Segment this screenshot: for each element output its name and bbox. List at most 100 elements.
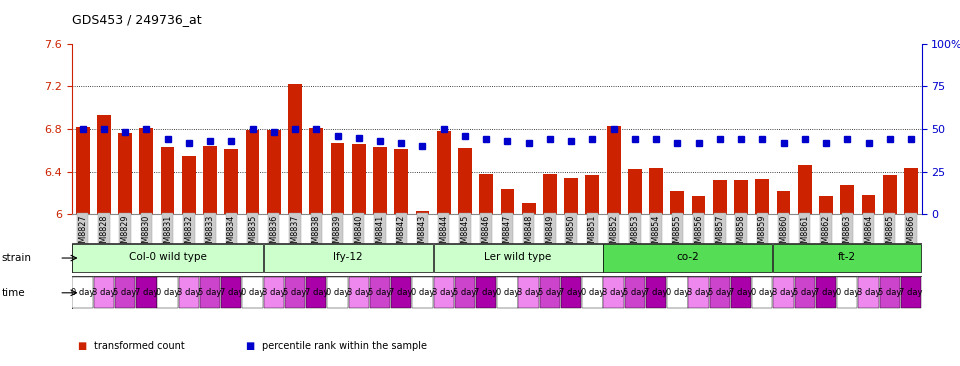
Bar [713,180,727,214]
Bar [136,277,156,308]
Bar [582,277,603,308]
Text: GSM8836: GSM8836 [269,214,278,253]
Text: 7 day: 7 day [474,288,498,297]
Text: 7 day: 7 day [814,288,838,297]
Text: 5 day: 5 day [113,288,136,297]
Bar [840,186,854,214]
Bar [221,277,242,308]
Bar [72,277,93,308]
Text: 7 day: 7 day [390,288,413,297]
Bar [115,277,135,308]
Text: GSM8831: GSM8831 [163,214,172,253]
Text: GSM8851: GSM8851 [588,214,597,253]
Bar [242,277,263,308]
Text: 5 day: 5 day [369,288,392,297]
Bar [285,277,305,308]
Bar [391,277,412,308]
Text: 0 day: 0 day [156,288,180,297]
Text: GSM8844: GSM8844 [439,214,448,253]
Text: 3 day: 3 day [177,288,201,297]
Bar [625,277,645,308]
Bar [97,115,110,214]
Text: GSM8855: GSM8855 [673,214,682,253]
Text: GSM8860: GSM8860 [780,214,788,253]
Text: ft-2: ft-2 [838,253,856,262]
Text: GSM8852: GSM8852 [609,214,618,253]
Text: 5 day: 5 day [199,288,222,297]
Bar [351,144,366,214]
Bar [330,143,345,214]
Bar [518,277,539,308]
Bar [416,211,429,214]
Text: GSM8845: GSM8845 [461,214,469,253]
Bar [752,277,773,308]
Bar [604,244,773,272]
Bar [200,277,220,308]
Text: 3 day: 3 day [92,288,115,297]
Bar [479,174,493,214]
Bar [861,195,876,214]
Text: GSM8834: GSM8834 [227,214,236,253]
Bar [267,130,280,214]
Text: 0 day: 0 day [411,288,434,297]
Text: GSM8828: GSM8828 [100,214,108,253]
Bar [774,277,794,308]
Text: GSM8841: GSM8841 [375,214,384,253]
Text: 0 day: 0 day [751,288,774,297]
Bar [327,277,348,308]
Text: GSM8832: GSM8832 [184,214,193,253]
Bar [819,196,833,214]
Text: GSM8854: GSM8854 [652,214,660,253]
Text: 3 day: 3 day [772,288,795,297]
Text: GSM8838: GSM8838 [312,214,321,253]
Bar [264,244,433,272]
Bar [670,191,684,214]
Text: 5 day: 5 day [878,288,901,297]
Bar [500,188,515,214]
Text: GSM8863: GSM8863 [843,214,852,253]
Text: GSM8849: GSM8849 [545,214,555,253]
Bar [118,133,132,214]
Text: GSM8861: GSM8861 [801,214,809,253]
Text: GSM8850: GSM8850 [566,214,576,253]
Bar [309,128,324,214]
Bar [586,175,599,214]
Text: 5 day: 5 day [708,288,732,297]
Text: GSM8857: GSM8857 [715,214,724,253]
Text: GSM8829: GSM8829 [121,214,130,253]
Text: 0 day: 0 day [325,288,349,297]
Text: 5 day: 5 day [793,288,816,297]
Text: GSM8846: GSM8846 [482,214,491,253]
Bar [543,174,557,214]
Text: ■: ■ [245,341,254,351]
Bar [646,277,666,308]
Text: 7 day: 7 day [134,288,158,297]
Bar [816,277,836,308]
Text: GSM8856: GSM8856 [694,214,703,253]
Bar [731,277,752,308]
Text: time: time [2,288,26,298]
Text: 7 day: 7 day [730,288,753,297]
Text: 7 day: 7 day [304,288,328,297]
Bar [437,131,450,214]
Text: GSM8865: GSM8865 [885,214,894,253]
Text: 3 day: 3 day [516,288,540,297]
Text: 5 day: 5 day [283,288,306,297]
Text: GSM8847: GSM8847 [503,214,512,253]
Bar [476,277,496,308]
Bar [521,203,536,214]
Text: 5 day: 5 day [453,288,476,297]
Bar [540,277,560,308]
Bar [798,165,812,214]
Text: GSM8866: GSM8866 [906,214,916,253]
Text: 0 day: 0 day [241,288,264,297]
Bar [179,277,199,308]
Text: GSM8839: GSM8839 [333,214,342,253]
Text: 0 day: 0 day [665,288,689,297]
Bar [774,244,922,272]
Bar [607,126,620,214]
Bar [264,277,284,308]
Text: 0 day: 0 day [71,288,94,297]
Text: ■: ■ [77,341,86,351]
Bar [434,277,454,308]
